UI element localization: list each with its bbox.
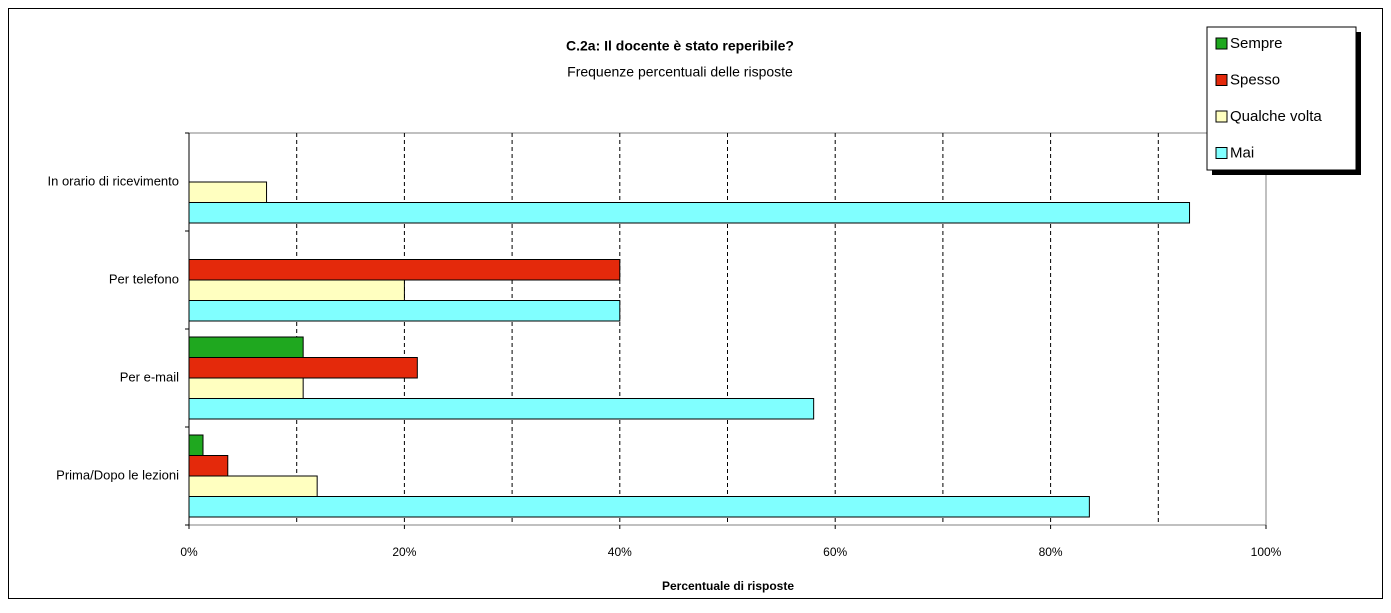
y-tick-label: In orario di ricevimento (48, 173, 180, 188)
legend (1206, 26, 1357, 171)
bar (188, 455, 229, 477)
x-axis-label: Percentuale di risposte (662, 579, 794, 593)
bar (188, 357, 418, 379)
bar (188, 259, 621, 281)
bar (188, 279, 405, 301)
y-tick-label: Prima/Dopo le lezioni (56, 467, 179, 482)
legend-swatch (1215, 147, 1228, 159)
legend-label: Spesso (1230, 71, 1280, 88)
bar (188, 434, 204, 456)
y-tick-label: Per e-mail (120, 369, 179, 384)
bar (188, 202, 1191, 224)
x-tick-label: 80% (1039, 545, 1063, 559)
bar (188, 300, 621, 322)
legend-label: Qualche volta (1230, 108, 1322, 125)
bar (188, 181, 268, 203)
bar (188, 398, 815, 420)
chart-subtitle: Frequenze percentuali delle risposte (567, 64, 793, 80)
legend-label: Sempre (1230, 35, 1283, 52)
bar (188, 496, 1090, 518)
bar (188, 475, 318, 497)
y-tick-label: Per telefono (109, 271, 179, 286)
x-tick-label: 0% (180, 545, 198, 559)
bar (188, 377, 304, 399)
legend-label: Mai (1230, 144, 1254, 161)
x-tick-label: 20% (392, 545, 416, 559)
chart-title: C.2a: Il docente è stato reperibile? (566, 38, 794, 54)
x-tick-label: 40% (608, 545, 632, 559)
bar (188, 336, 304, 358)
legend-swatch (1215, 110, 1228, 123)
legend-swatch (1215, 74, 1228, 86)
legend-swatch (1215, 37, 1228, 50)
x-tick-label: 60% (823, 545, 847, 559)
x-tick-label: 100% (1251, 545, 1282, 559)
